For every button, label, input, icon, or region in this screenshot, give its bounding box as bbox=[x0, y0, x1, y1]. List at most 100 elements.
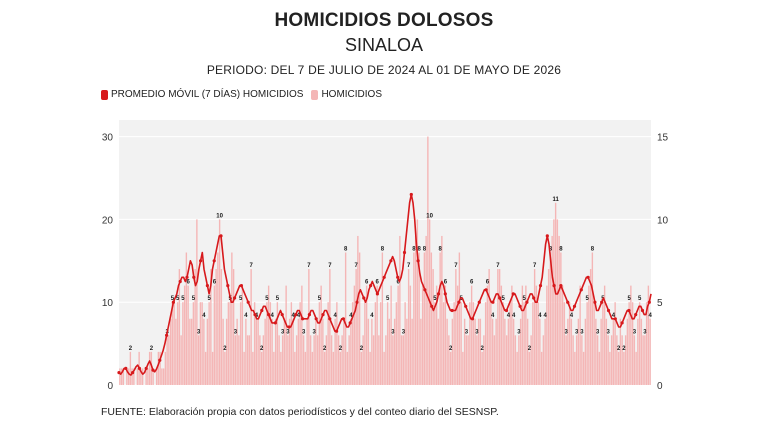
daily-bar bbox=[325, 335, 328, 385]
daily-bar bbox=[425, 235, 427, 385]
avg-point bbox=[239, 284, 243, 288]
daily-bar bbox=[481, 351, 483, 385]
avg-point bbox=[559, 284, 563, 288]
daily-bar bbox=[502, 302, 504, 385]
daily-bar bbox=[596, 335, 599, 385]
daily-bar bbox=[472, 302, 475, 385]
avg-point bbox=[233, 296, 237, 300]
period-text: PERIODO: DEL 7 DE JULIO DE 2024 AL 01 DE… bbox=[206, 63, 562, 77]
daily-bar bbox=[444, 285, 447, 385]
legend-item-daily: HOMICIDIOS bbox=[311, 89, 382, 100]
daily-bar bbox=[175, 318, 177, 385]
daily-bar bbox=[628, 302, 630, 385]
daily-bar bbox=[288, 318, 291, 385]
avg-point bbox=[219, 234, 223, 238]
daily-data-label: 5 bbox=[171, 296, 175, 302]
daily-bar bbox=[169, 318, 172, 385]
daily-bar bbox=[565, 335, 567, 385]
daily-bar bbox=[281, 335, 284, 385]
daily-bar bbox=[197, 335, 200, 385]
daily-bar bbox=[514, 335, 517, 385]
avg-point bbox=[178, 279, 182, 284]
daily-bar bbox=[630, 285, 632, 385]
avg-point bbox=[314, 317, 318, 321]
daily-data-label: 4 bbox=[491, 313, 495, 319]
daily-bar bbox=[222, 318, 224, 385]
daily-bar bbox=[616, 335, 618, 385]
legend-swatch-avg bbox=[101, 89, 108, 100]
avg-point bbox=[151, 368, 155, 372]
daily-data-label: 6 bbox=[470, 280, 474, 286]
daily-data-label: 4 bbox=[333, 313, 337, 319]
daily-data-label: 4 bbox=[512, 313, 516, 319]
daily-data-label: 3 bbox=[234, 329, 238, 335]
daily-bar bbox=[302, 335, 305, 385]
legend-swatch-daily bbox=[311, 89, 319, 100]
avg-point bbox=[586, 275, 590, 279]
daily-bar bbox=[364, 302, 366, 385]
daily-bar bbox=[432, 269, 434, 385]
daily-bar bbox=[206, 318, 209, 385]
avg-point bbox=[470, 317, 475, 321]
daily-data-label: 7 bbox=[249, 263, 253, 269]
daily-bar bbox=[295, 335, 298, 385]
daily-data-label: 2 bbox=[449, 346, 453, 352]
daily-data-label: 7 bbox=[533, 263, 537, 269]
daily-data-label: 5 bbox=[181, 296, 185, 302]
daily-bar bbox=[320, 285, 322, 385]
daily-bar bbox=[155, 368, 158, 385]
daily-bar bbox=[255, 318, 258, 385]
daily-bar bbox=[190, 318, 193, 385]
daily-data-label: 5 bbox=[638, 296, 642, 302]
daily-data-label: 8 bbox=[423, 247, 427, 253]
daily-data-label: 3 bbox=[312, 329, 316, 335]
daily-bar bbox=[358, 252, 361, 385]
avg-point bbox=[423, 288, 427, 292]
avg-point bbox=[566, 300, 570, 304]
daily-bar bbox=[402, 335, 405, 385]
avg-point bbox=[246, 300, 250, 304]
daily-bar bbox=[393, 318, 396, 385]
daily-data-label: 4 bbox=[244, 313, 248, 319]
avg-point bbox=[606, 308, 611, 313]
daily-bar bbox=[635, 351, 637, 385]
daily-data-label: 3 bbox=[606, 329, 610, 335]
y-left-tick-label: 30 bbox=[102, 133, 114, 144]
daily-bar bbox=[490, 302, 492, 385]
daily-bar bbox=[509, 302, 511, 385]
daily-bar bbox=[423, 252, 426, 385]
daily-data-label: 5 bbox=[239, 296, 243, 302]
daily-bar bbox=[474, 318, 476, 385]
daily-bar bbox=[521, 285, 524, 385]
daily-bar bbox=[196, 219, 198, 385]
daily-data-label: 6 bbox=[396, 280, 400, 286]
avg-point bbox=[634, 313, 638, 317]
daily-bar bbox=[637, 318, 639, 385]
daily-data-label: 6 bbox=[444, 280, 448, 286]
daily-bar bbox=[540, 351, 543, 385]
daily-bar bbox=[178, 269, 181, 385]
daily-bar bbox=[140, 368, 142, 385]
daily-bar bbox=[399, 235, 401, 385]
daily-bar bbox=[456, 285, 459, 385]
daily-data-label: 2 bbox=[622, 346, 626, 352]
daily-bar bbox=[479, 318, 482, 385]
legend-label-avg: PROMEDIO MÓVIL (7 DÍAS) HOMICIDIOS bbox=[111, 89, 304, 100]
daily-bar bbox=[297, 318, 300, 385]
daily-bar bbox=[448, 335, 450, 385]
y-left-tick-label: 20 bbox=[102, 215, 114, 226]
daily-bar bbox=[383, 351, 385, 385]
y-right-tick-label: 15 bbox=[657, 133, 669, 144]
daily-bar bbox=[441, 235, 443, 385]
avg-point bbox=[613, 317, 617, 321]
avg-point bbox=[389, 259, 393, 263]
daily-bar bbox=[533, 269, 536, 385]
avg-point bbox=[552, 284, 556, 288]
daily-bar bbox=[215, 269, 217, 385]
avg-point bbox=[131, 371, 135, 375]
avg-point bbox=[532, 296, 536, 300]
daily-bar bbox=[421, 285, 424, 385]
daily-data-label: 3 bbox=[281, 329, 285, 335]
daily-bar bbox=[551, 235, 553, 385]
daily-data-label: 2 bbox=[223, 346, 227, 352]
